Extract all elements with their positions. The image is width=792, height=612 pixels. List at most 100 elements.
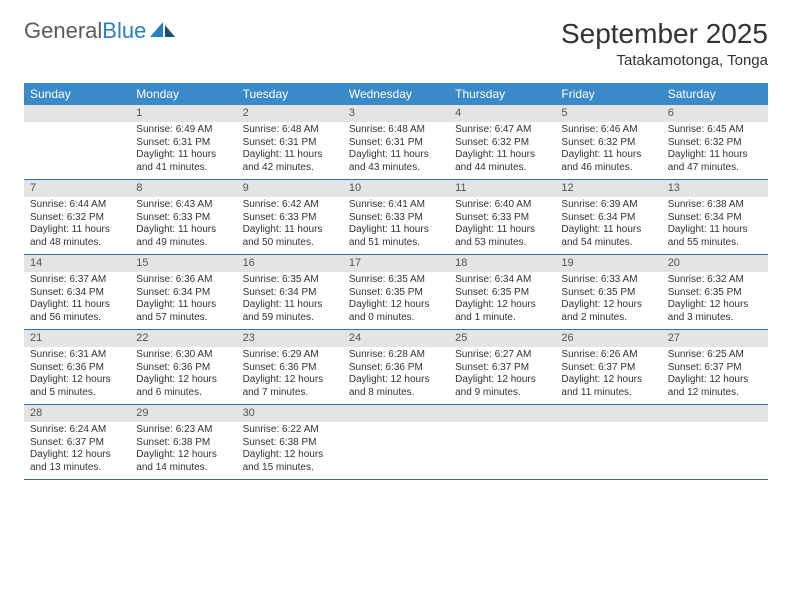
day-number <box>662 405 768 422</box>
day-cell: 4Sunrise: 6:47 AMSunset: 6:32 PMDaylight… <box>449 105 555 179</box>
day-number: 28 <box>24 405 130 422</box>
daylight-line-1: Daylight: 11 hours <box>30 299 124 312</box>
day-details: Sunrise: 6:45 AMSunset: 6:32 PMDaylight:… <box>662 122 768 178</box>
day-details: Sunrise: 6:42 AMSunset: 6:33 PMDaylight:… <box>237 197 343 253</box>
daylight-line-1: Daylight: 11 hours <box>349 224 443 237</box>
day-details: Sunrise: 6:27 AMSunset: 6:37 PMDaylight:… <box>449 347 555 403</box>
daylight-line-1: Daylight: 12 hours <box>243 374 337 387</box>
day-details: Sunrise: 6:22 AMSunset: 6:38 PMDaylight:… <box>237 422 343 478</box>
daylight-line-1: Daylight: 12 hours <box>136 374 230 387</box>
day-number: 16 <box>237 255 343 272</box>
day-number: 4 <box>449 105 555 122</box>
day-cell: 29Sunrise: 6:23 AMSunset: 6:38 PMDayligh… <box>130 405 236 479</box>
day-cell: 24Sunrise: 6:28 AMSunset: 6:36 PMDayligh… <box>343 330 449 404</box>
daylight-line-2: and 7 minutes. <box>243 387 337 400</box>
sunset-line: Sunset: 6:35 PM <box>561 287 655 300</box>
dow-sunday: Sunday <box>24 83 130 105</box>
day-cell: 25Sunrise: 6:27 AMSunset: 6:37 PMDayligh… <box>449 330 555 404</box>
day-details: Sunrise: 6:37 AMSunset: 6:34 PMDaylight:… <box>24 272 130 328</box>
daylight-line-1: Daylight: 11 hours <box>136 224 230 237</box>
sunrise-line: Sunrise: 6:49 AM <box>136 124 230 137</box>
day-number: 30 <box>237 405 343 422</box>
daylight-line-1: Daylight: 11 hours <box>668 224 762 237</box>
day-cell: 28Sunrise: 6:24 AMSunset: 6:37 PMDayligh… <box>24 405 130 479</box>
day-number: 15 <box>130 255 236 272</box>
day-number <box>343 405 449 422</box>
sunset-line: Sunset: 6:33 PM <box>136 212 230 225</box>
day-cell <box>343 405 449 479</box>
week-row: 21Sunrise: 6:31 AMSunset: 6:36 PMDayligh… <box>24 330 768 405</box>
sunrise-line: Sunrise: 6:39 AM <box>561 199 655 212</box>
daylight-line-1: Daylight: 12 hours <box>561 374 655 387</box>
day-cell: 10Sunrise: 6:41 AMSunset: 6:33 PMDayligh… <box>343 180 449 254</box>
day-number: 5 <box>555 105 661 122</box>
day-cell: 23Sunrise: 6:29 AMSunset: 6:36 PMDayligh… <box>237 330 343 404</box>
day-number: 22 <box>130 330 236 347</box>
daylight-line-2: and 3 minutes. <box>668 312 762 325</box>
day-details: Sunrise: 6:41 AMSunset: 6:33 PMDaylight:… <box>343 197 449 253</box>
day-number: 27 <box>662 330 768 347</box>
day-details: Sunrise: 6:44 AMSunset: 6:32 PMDaylight:… <box>24 197 130 253</box>
daylight-line-2: and 59 minutes. <box>243 312 337 325</box>
sunrise-line: Sunrise: 6:38 AM <box>668 199 762 212</box>
sunset-line: Sunset: 6:34 PM <box>136 287 230 300</box>
dow-thursday: Thursday <box>449 83 555 105</box>
day-number: 13 <box>662 180 768 197</box>
daylight-line-1: Daylight: 12 hours <box>561 299 655 312</box>
daylight-line-2: and 13 minutes. <box>30 462 124 475</box>
calendar-page: GeneralBlue September 2025 Tatakamotonga… <box>0 0 792 498</box>
daylight-line-2: and 47 minutes. <box>668 162 762 175</box>
daylight-line-2: and 41 minutes. <box>136 162 230 175</box>
daylight-line-1: Daylight: 11 hours <box>243 149 337 162</box>
day-details: Sunrise: 6:30 AMSunset: 6:36 PMDaylight:… <box>130 347 236 403</box>
daylight-line-1: Daylight: 11 hours <box>349 149 443 162</box>
sunset-line: Sunset: 6:31 PM <box>243 137 337 150</box>
daylight-line-2: and 55 minutes. <box>668 237 762 250</box>
day-number: 26 <box>555 330 661 347</box>
daylight-line-2: and 5 minutes. <box>30 387 124 400</box>
sunrise-line: Sunrise: 6:27 AM <box>455 349 549 362</box>
sunrise-line: Sunrise: 6:31 AM <box>30 349 124 362</box>
sunrise-line: Sunrise: 6:32 AM <box>668 274 762 287</box>
day-cell: 16Sunrise: 6:35 AMSunset: 6:34 PMDayligh… <box>237 255 343 329</box>
sunrise-line: Sunrise: 6:35 AM <box>349 274 443 287</box>
sunset-line: Sunset: 6:35 PM <box>455 287 549 300</box>
week-row: 1Sunrise: 6:49 AMSunset: 6:31 PMDaylight… <box>24 105 768 180</box>
day-number: 2 <box>237 105 343 122</box>
daylight-line-2: and 0 minutes. <box>349 312 443 325</box>
day-number: 18 <box>449 255 555 272</box>
sunrise-line: Sunrise: 6:29 AM <box>243 349 337 362</box>
daylight-line-2: and 51 minutes. <box>349 237 443 250</box>
day-cell: 20Sunrise: 6:32 AMSunset: 6:35 PMDayligh… <box>662 255 768 329</box>
page-header: GeneralBlue September 2025 Tatakamotonga… <box>24 18 768 69</box>
day-cell: 7Sunrise: 6:44 AMSunset: 6:32 PMDaylight… <box>24 180 130 254</box>
sunrise-line: Sunrise: 6:23 AM <box>136 424 230 437</box>
daylight-line-2: and 1 minute. <box>455 312 549 325</box>
sunset-line: Sunset: 6:36 PM <box>349 362 443 375</box>
daylight-line-1: Daylight: 12 hours <box>30 449 124 462</box>
sunset-line: Sunset: 6:33 PM <box>243 212 337 225</box>
sunrise-line: Sunrise: 6:37 AM <box>30 274 124 287</box>
day-number: 23 <box>237 330 343 347</box>
day-number: 21 <box>24 330 130 347</box>
location-label: Tatakamotonga, Tonga <box>561 52 768 69</box>
day-cell: 2Sunrise: 6:48 AMSunset: 6:31 PMDaylight… <box>237 105 343 179</box>
daylight-line-1: Daylight: 12 hours <box>349 374 443 387</box>
daylight-line-2: and 8 minutes. <box>349 387 443 400</box>
brand-part2: Blue <box>102 18 146 44</box>
day-cell: 26Sunrise: 6:26 AMSunset: 6:37 PMDayligh… <box>555 330 661 404</box>
daylight-line-1: Daylight: 12 hours <box>136 449 230 462</box>
weeks-container: 1Sunrise: 6:49 AMSunset: 6:31 PMDaylight… <box>24 105 768 480</box>
sail-icon <box>150 18 176 44</box>
daylight-line-1: Daylight: 12 hours <box>455 299 549 312</box>
day-number <box>24 105 130 122</box>
day-of-week-header: Sunday Monday Tuesday Wednesday Thursday… <box>24 83 768 105</box>
sunrise-line: Sunrise: 6:40 AM <box>455 199 549 212</box>
sunrise-line: Sunrise: 6:47 AM <box>455 124 549 137</box>
day-details: Sunrise: 6:46 AMSunset: 6:32 PMDaylight:… <box>555 122 661 178</box>
dow-friday: Friday <box>555 83 661 105</box>
day-cell: 3Sunrise: 6:48 AMSunset: 6:31 PMDaylight… <box>343 105 449 179</box>
day-number: 11 <box>449 180 555 197</box>
day-details: Sunrise: 6:23 AMSunset: 6:38 PMDaylight:… <box>130 422 236 478</box>
day-cell: 5Sunrise: 6:46 AMSunset: 6:32 PMDaylight… <box>555 105 661 179</box>
